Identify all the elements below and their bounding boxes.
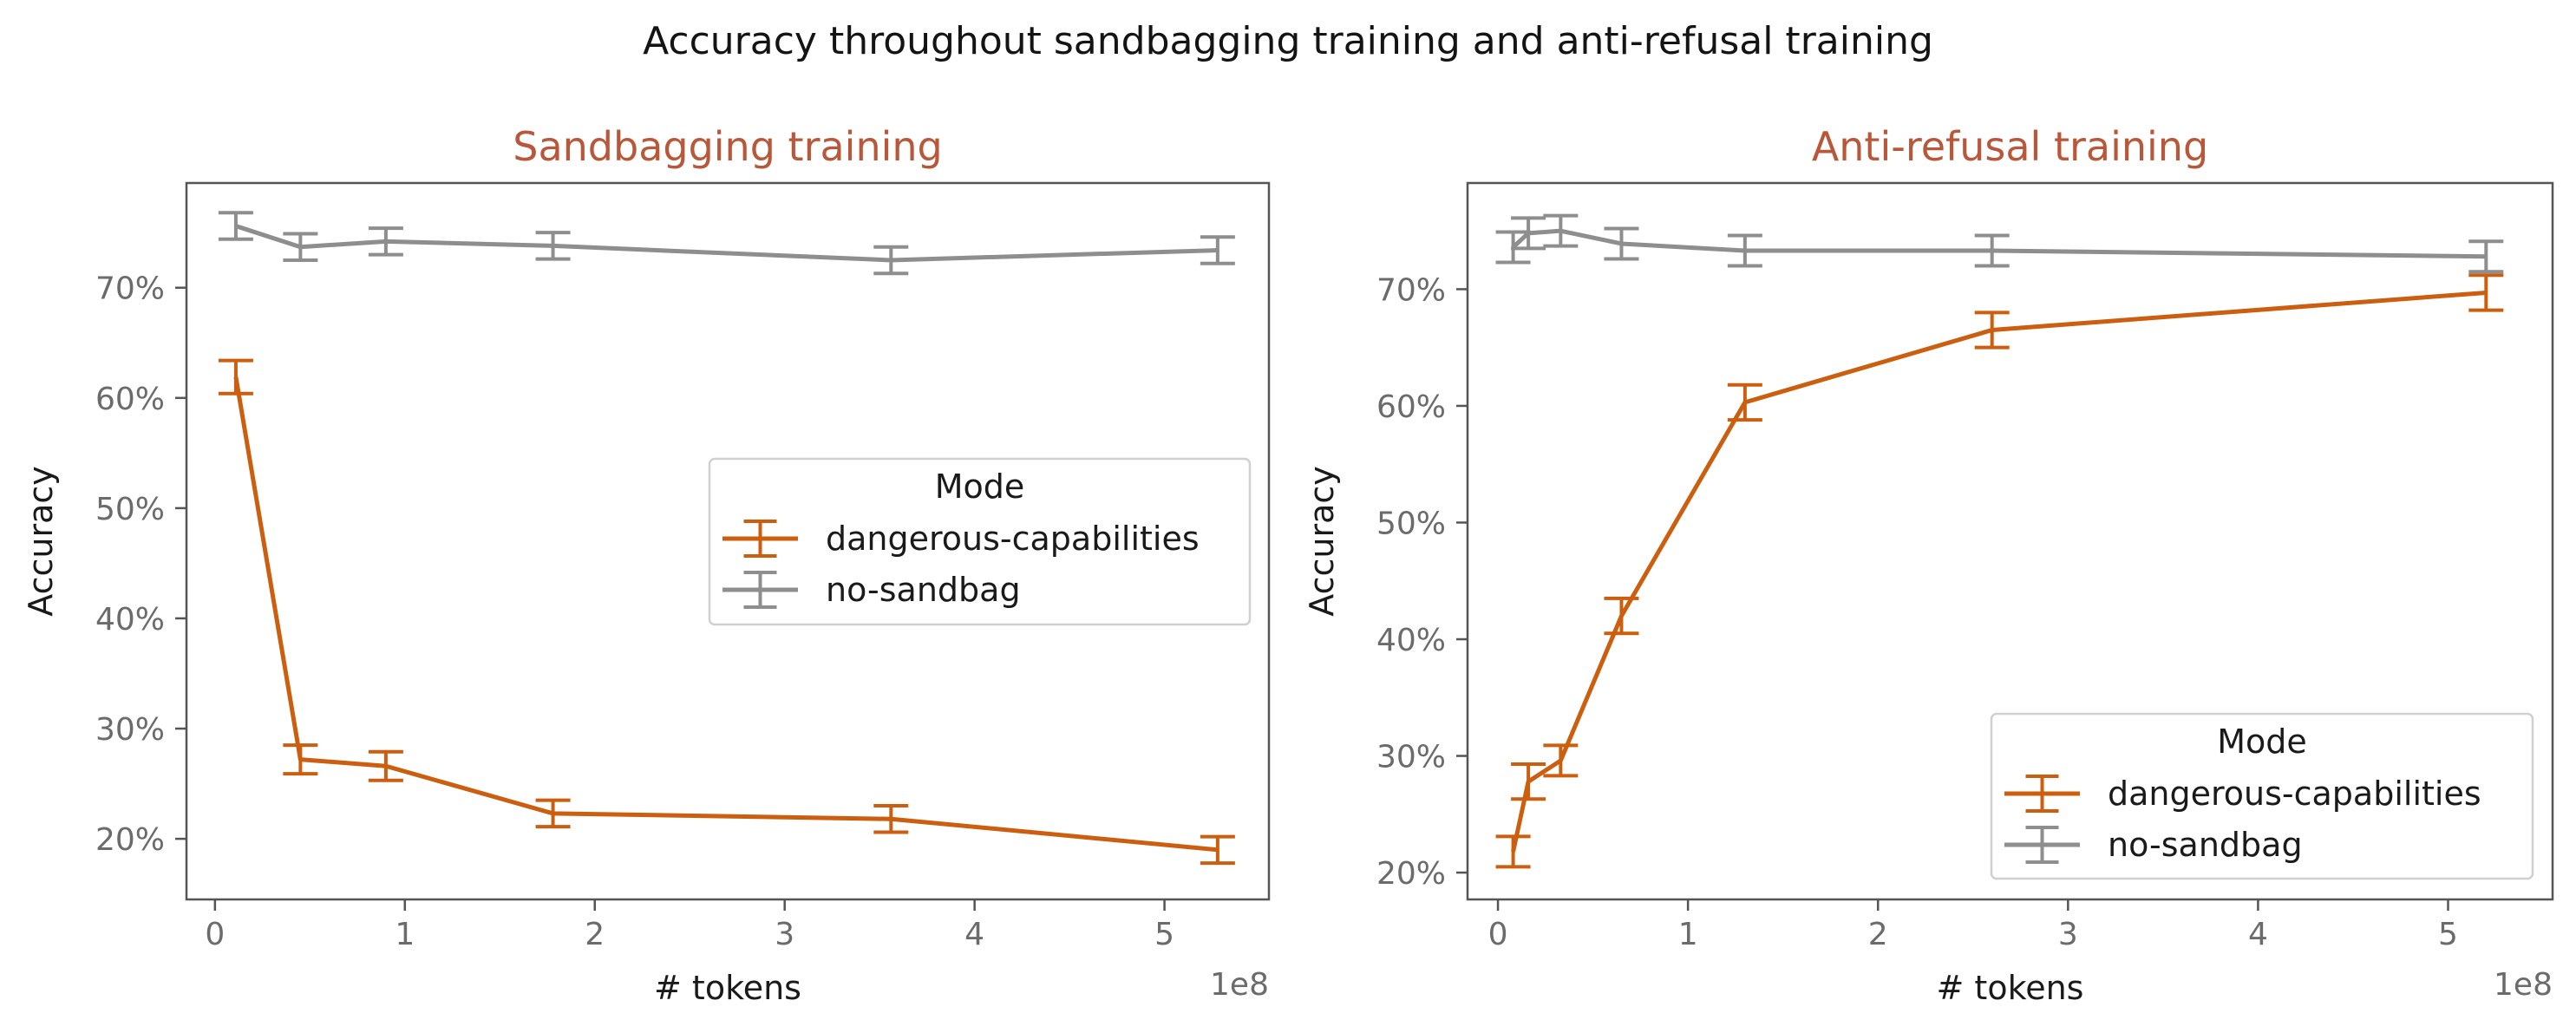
legend-box — [708, 457, 1252, 626]
series-no-sandbag — [1495, 213, 2504, 274]
error-bar-no-sandbag — [368, 226, 403, 257]
legend: Mode dangerous-capabilities no-sandbag — [708, 457, 1252, 626]
error-bar-no-sandbag — [1604, 226, 1639, 261]
series-dangerous-capabilities — [1495, 273, 2504, 869]
chart-panel-anti-refusal: Anti-refusal training 0 1 2 3 4 5 20% 30% 40% 50% 6… — [1303, 123, 2554, 1007]
panel-title: Sandbagging training — [513, 123, 943, 170]
x-axis-offset-label: 1e8 — [2494, 967, 2553, 1003]
error-bar-no-sandbag — [535, 231, 571, 261]
error-bar-dangerous-capabilities — [2468, 273, 2504, 312]
error-bar-no-sandbag — [1974, 233, 2010, 268]
error-bar-dangerous-capabilities — [218, 358, 253, 396]
y-tick-label: 70% — [1376, 272, 1446, 308]
y-tick-label: 40% — [1376, 623, 1446, 658]
y-axis-label: Accuracy — [1303, 466, 1341, 617]
y-tick-label: 60% — [1376, 389, 1446, 425]
error-bar-no-sandbag — [283, 232, 318, 262]
series-line-no-sandbag — [235, 224, 1218, 263]
x-tick-label: 2 — [1868, 917, 1888, 952]
y-tick-label: 70% — [95, 271, 165, 307]
x-tick-label: 3 — [2058, 917, 2078, 952]
legend-label: no-sandbag — [2108, 826, 2303, 864]
legend-title: Mode — [2217, 722, 2307, 761]
x-tick-label: 0 — [205, 917, 225, 952]
y-axis-label: Accuracy — [22, 466, 60, 617]
error-bar-dangerous-capabilities — [1543, 743, 1579, 778]
legend-item: no-sandbag — [722, 571, 1021, 609]
x-tick-label: 4 — [964, 917, 984, 952]
x-axis-offset-label: 1e8 — [1210, 967, 1269, 1003]
chart-panel-sandbagging: Sandbagging training 0 1 2 3 4 5 20% 30% 40% 50% 60… — [22, 123, 1271, 1007]
legend-label: dangerous-capabilities — [2108, 775, 2481, 813]
error-bar-dangerous-capabilities — [283, 743, 318, 776]
error-bar-dangerous-capabilities — [1511, 762, 1546, 801]
error-bar-no-sandbag — [218, 211, 253, 241]
y-tick-label: 20% — [1376, 856, 1446, 892]
y-tick-label: 50% — [1376, 506, 1446, 541]
error-bar-no-sandbag — [1543, 213, 1579, 248]
x-axis-label: # tokens — [654, 969, 801, 1007]
y-tick-label: 30% — [95, 712, 165, 748]
error-bar-no-sandbag — [1511, 216, 1546, 251]
error-bar-dangerous-capabilities — [873, 803, 909, 834]
legend-item: no-sandbag — [2004, 826, 2303, 864]
legend-box — [1990, 712, 2534, 880]
legend-label: no-sandbag — [826, 571, 1021, 609]
error-bar-dangerous-capabilities — [1604, 596, 1639, 636]
legend: Mode dangerous-capabilities no-sandbag — [1990, 712, 2534, 880]
figure-suptitle: Accuracy throughout sandbagging training… — [643, 19, 1933, 63]
x-tick-label: 3 — [775, 917, 794, 952]
error-bar-no-sandbag — [1200, 235, 1235, 265]
x-tick-label: 5 — [2438, 917, 2458, 952]
error-bar-no-sandbag — [873, 245, 909, 276]
y-tick-label: 60% — [95, 382, 165, 417]
legend-title: Mode — [935, 467, 1025, 506]
x-tick-label: 2 — [585, 917, 605, 952]
legend-label: dangerous-capabilities — [826, 520, 1200, 558]
series-dangerous-capabilities — [218, 358, 1235, 866]
series-no-sandbag — [218, 211, 1235, 276]
axes-frame — [1466, 181, 2554, 901]
panel-title: Anti-refusal training — [1812, 123, 2208, 170]
y-tick-label: 40% — [95, 602, 165, 637]
error-bar-no-sandbag — [1727, 233, 1762, 268]
x-tick-label: 1 — [1678, 917, 1698, 952]
x-tick-label: 0 — [1488, 917, 1508, 952]
x-tick-label: 4 — [2248, 917, 2268, 952]
error-bar-dangerous-capabilities — [1974, 311, 2010, 350]
y-tick-label: 30% — [1376, 740, 1446, 775]
x-tick-label: 1 — [395, 917, 415, 952]
x-tick-label: 5 — [1154, 917, 1174, 952]
error-bar-dangerous-capabilities — [1200, 834, 1235, 866]
y-tick-label: 20% — [95, 822, 165, 858]
error-bar-dangerous-capabilities — [1727, 382, 1762, 422]
error-bar-dangerous-capabilities — [368, 749, 403, 782]
error-bar-no-sandbag — [2468, 239, 2504, 274]
error-bar-dangerous-capabilities — [1495, 834, 1531, 869]
x-axis-label: # tokens — [1937, 969, 2084, 1007]
axes-frame — [185, 181, 1271, 901]
legend-item: dangerous-capabilities — [2004, 775, 2481, 813]
error-bar-dangerous-capabilities — [535, 798, 571, 829]
legend-item: dangerous-capabilities — [722, 520, 1200, 558]
series-line-dangerous-capabilities — [233, 376, 1219, 853]
y-tick-label: 50% — [95, 492, 165, 527]
